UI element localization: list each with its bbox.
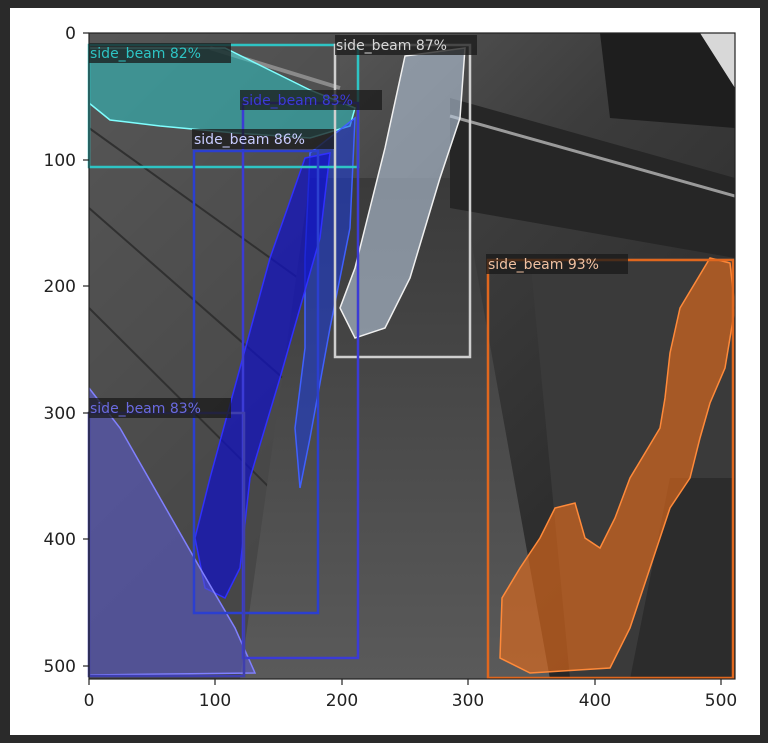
x-tick-label: 400 <box>579 691 611 711</box>
mask-93 <box>499 257 735 674</box>
segmentation-masks <box>89 47 735 676</box>
x-tick-label: 0 <box>84 691 95 711</box>
y-tick-label: 0 <box>65 24 76 44</box>
mask-86 <box>194 152 331 600</box>
y-tick-labels: 0 100 200 300 400 500 <box>44 24 76 677</box>
figure-frame: side_beam 82% side_beam 87% side_beam 83… <box>10 8 760 735</box>
x-tick-label: 300 <box>452 691 484 711</box>
mask-83-b <box>89 386 257 676</box>
detection-label: side_beam 83% <box>242 93 353 109</box>
y-tick-label: 300 <box>44 404 76 424</box>
x-tick-labels: 0 100 200 300 400 500 <box>84 691 738 711</box>
bbox-86 <box>192 149 320 615</box>
y-tick-marks <box>83 32 89 667</box>
detection-label: side_beam 87% <box>336 38 447 54</box>
detection-label: side_beam 93% <box>488 257 599 273</box>
x-tick-marks <box>88 679 722 685</box>
detection-plot: side_beam 82% side_beam 87% side_beam 83… <box>44 24 738 711</box>
y-tick-label: 200 <box>44 277 76 297</box>
y-tick-label: 500 <box>44 657 76 677</box>
x-tick-label: 200 <box>326 691 358 711</box>
detection-labels: side_beam 82% side_beam 87% side_beam 83… <box>89 35 628 418</box>
y-tick-label: 400 <box>44 530 76 550</box>
x-tick-label: 100 <box>199 691 231 711</box>
axes-frame <box>88 32 736 680</box>
detection-label: side_beam 86% <box>194 132 305 148</box>
x-tick-label: 500 <box>705 691 737 711</box>
detection-label: side_beam 83% <box>90 401 201 417</box>
y-tick-label: 100 <box>44 151 76 171</box>
mask-87 <box>339 47 466 339</box>
detection-label: side_beam 82% <box>90 46 201 62</box>
